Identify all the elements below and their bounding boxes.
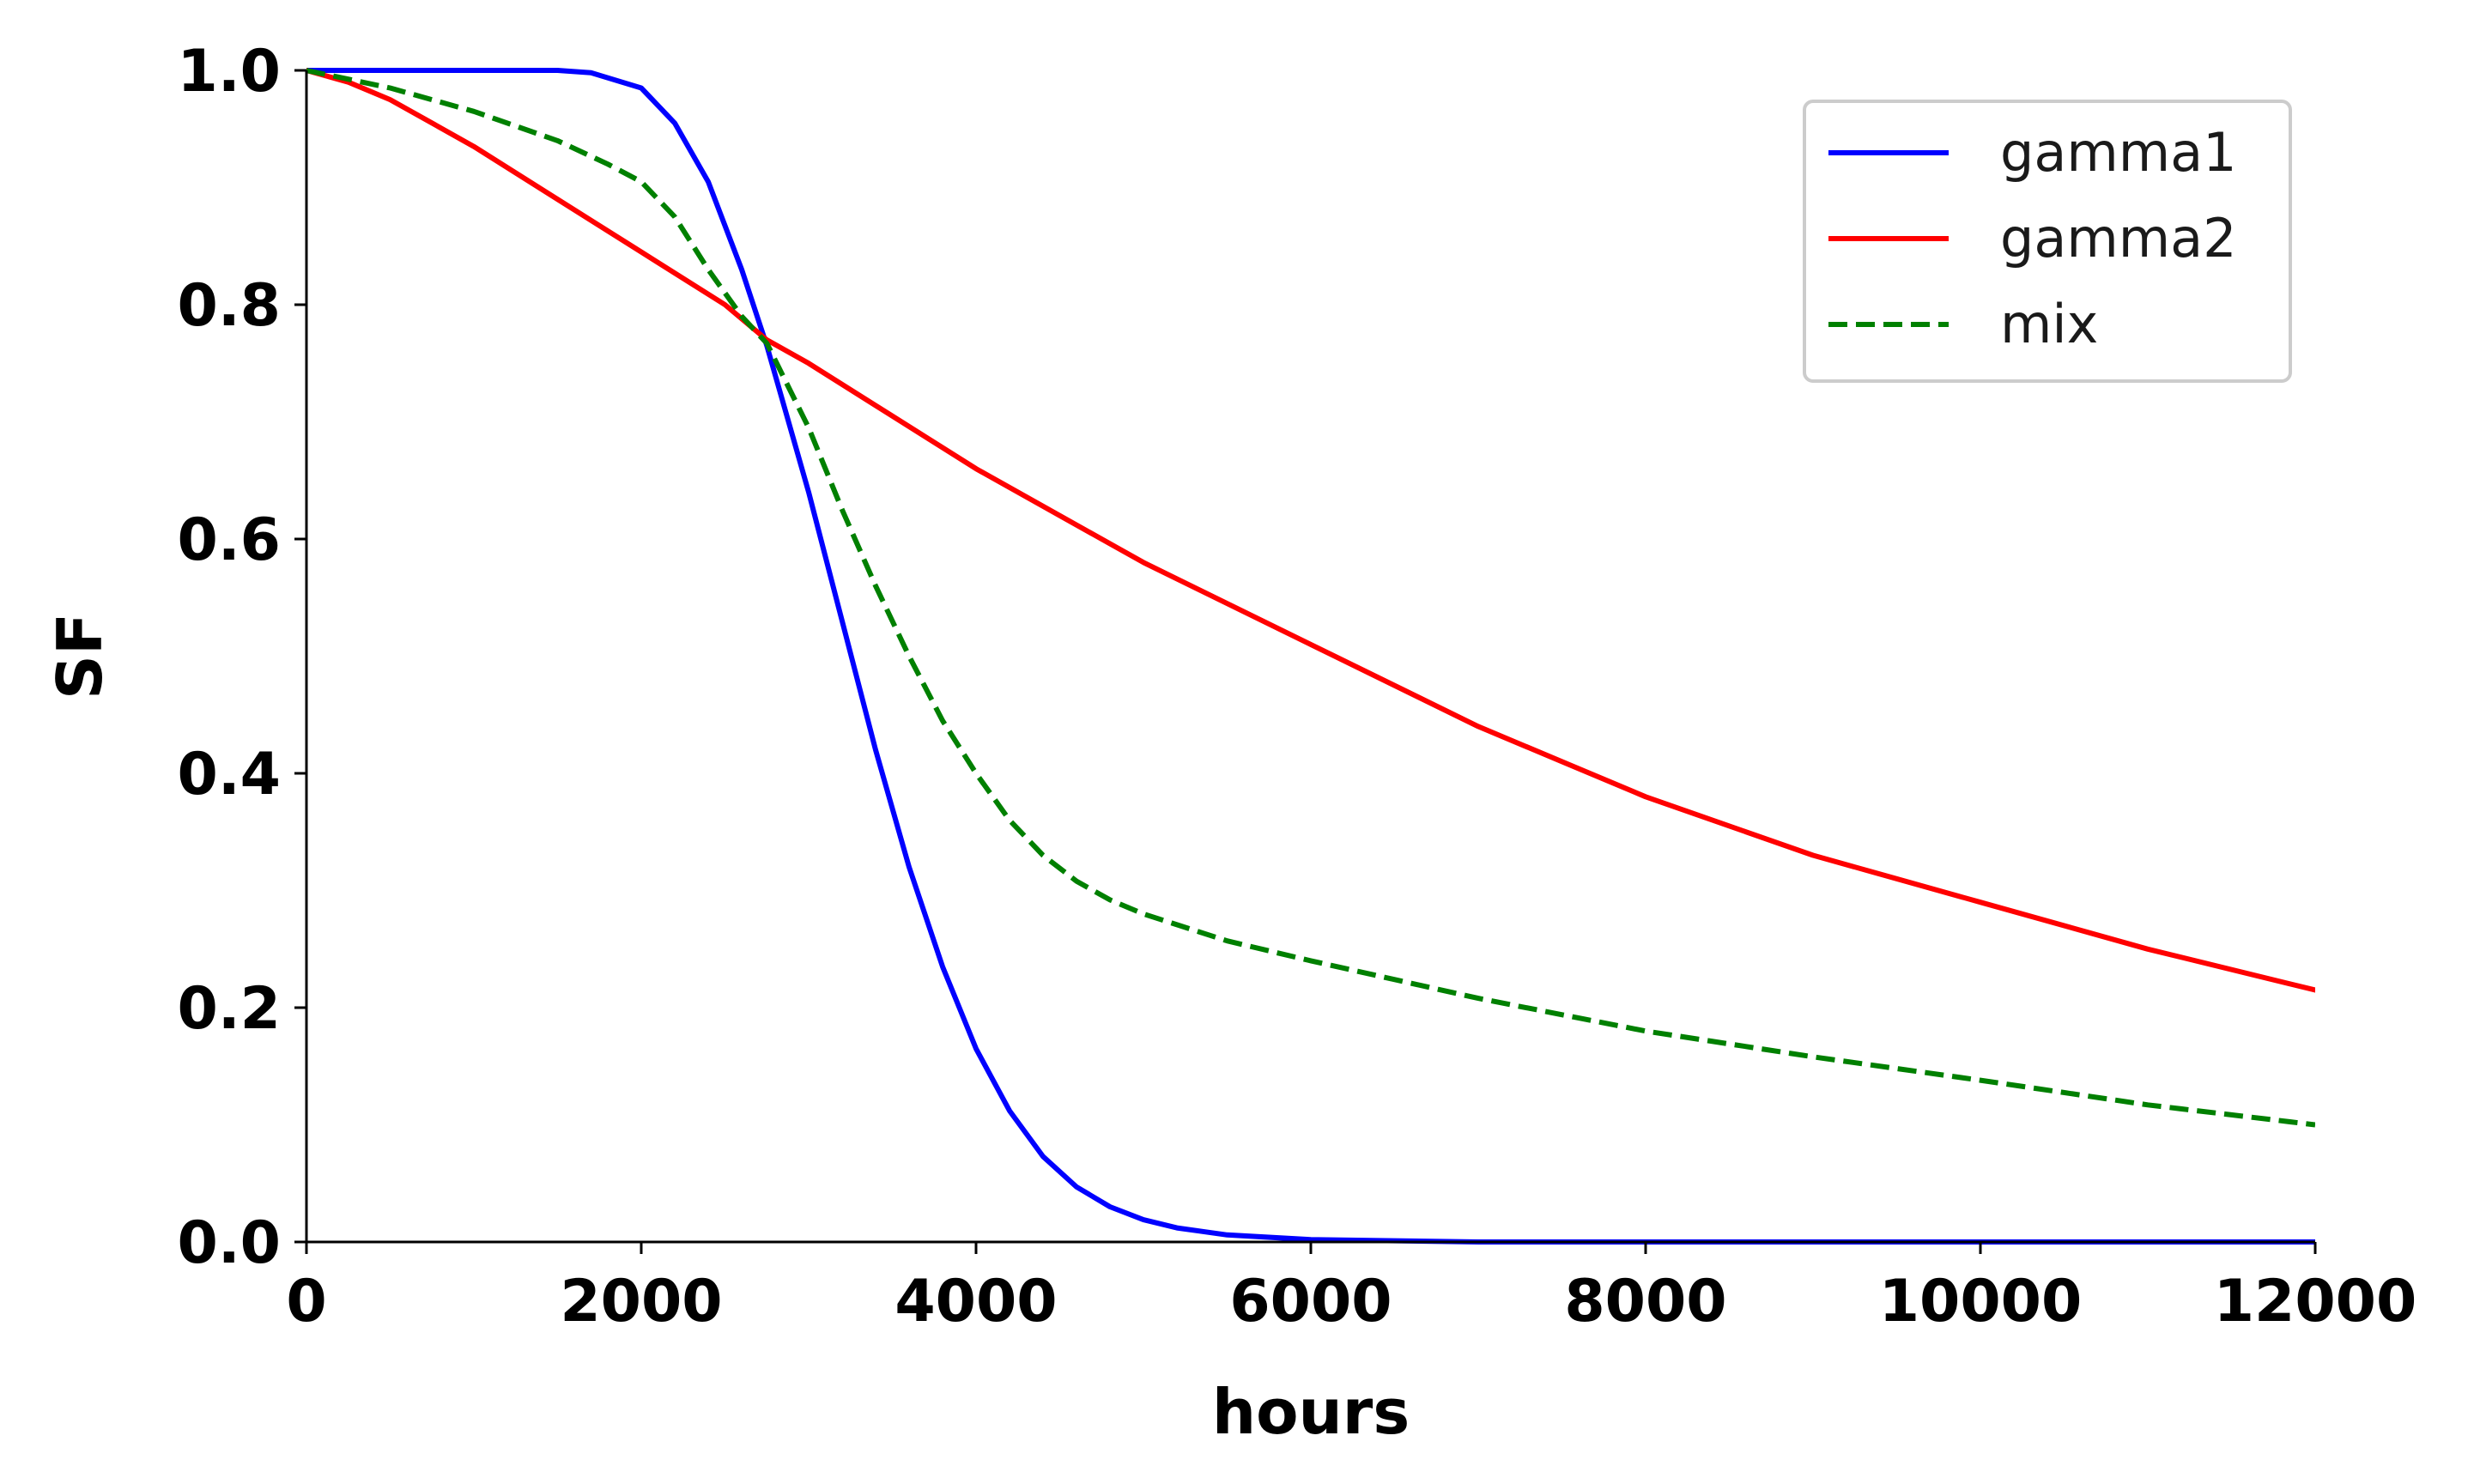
legend-label-mix: mix (2000, 293, 2098, 355)
legend-label-gamma2: gamma2 (2000, 207, 2237, 270)
x-tick-label: 12000 (2214, 1268, 2417, 1336)
x-tick-label: 2000 (560, 1268, 722, 1336)
y-axis-label: SF (44, 613, 116, 700)
plot-area (306, 68, 2315, 1245)
x-axis-label: hours (1212, 1376, 1410, 1448)
x-tick-label: 4000 (894, 1268, 1057, 1336)
y-tick-label: 0.4 (178, 741, 281, 809)
series-line-gamma2 (306, 68, 2315, 993)
y-tick-label: 0.0 (178, 1209, 281, 1277)
legend-label-gamma1: gamma1 (2000, 121, 2237, 184)
y-tick-label: 0.6 (178, 506, 281, 574)
x-tick-label: 6000 (1229, 1268, 1392, 1336)
series-line-gamma1 (306, 68, 2315, 1245)
y-tick-label: 1.0 (178, 38, 281, 106)
legend: gamma1 gamma2 mix (1803, 100, 2292, 383)
y-tick-label: 0.2 (178, 975, 281, 1043)
legend-box (1803, 100, 2292, 383)
x-tick-label: 8000 (1564, 1268, 1726, 1336)
ticks: 0 2000 4000 6000 8000 10000 12000 0.0 0.2 0.4 0.6 0… (178, 38, 2417, 1336)
x-tick-label: 0 (286, 1268, 326, 1336)
y-tick-label: 0.8 (178, 272, 281, 340)
x-tick-label: 10000 (1879, 1268, 2083, 1336)
series-line-mix (306, 68, 2315, 1128)
